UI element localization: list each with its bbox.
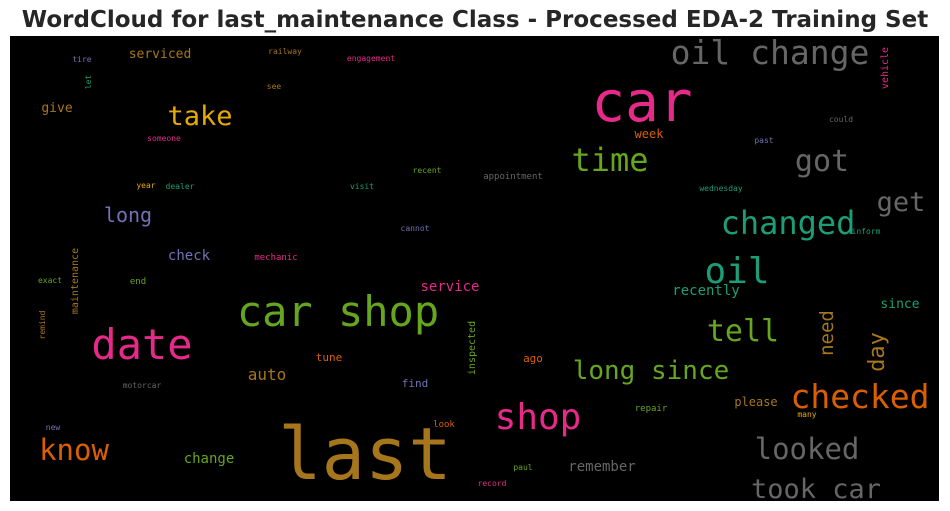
word-change: change (184, 451, 235, 467)
wordcloud-background (10, 36, 939, 501)
word-find: find (402, 377, 429, 390)
word-serviced: serviced (129, 47, 192, 62)
word-cannot: cannot (401, 224, 430, 233)
word-new: new (46, 423, 61, 432)
word-paul: paul (513, 463, 532, 472)
word-looked: looked (755, 432, 860, 466)
word-checked: checked (790, 377, 929, 416)
word-service: service (420, 279, 479, 295)
word-last: last (278, 412, 451, 496)
word-maintenance: maintenance (70, 248, 81, 314)
word-recently: recently (672, 283, 739, 299)
word-recent: recent (413, 166, 442, 175)
word-let: let (84, 75, 93, 90)
word-since: since (880, 297, 919, 312)
word-oil: oil (704, 251, 769, 292)
word-day: day (865, 332, 890, 372)
word-inspected: inspected (467, 321, 478, 375)
word-got: got (795, 144, 849, 179)
word-car: car (591, 70, 692, 135)
word-someone: someone (147, 134, 181, 143)
word-long: long (104, 203, 152, 227)
word-remind: remind (38, 310, 47, 339)
word-railway: railway (268, 47, 302, 56)
word-repair: repair (635, 404, 668, 414)
word-oil-change: oil change (671, 36, 870, 72)
word-shop: shop (495, 397, 582, 438)
word-long-since: long since (573, 356, 730, 386)
word-take: take (167, 101, 232, 132)
word-inform: inform (852, 227, 881, 236)
wordcloud-words: last car car shop date shop oil oil change chec… (38, 36, 930, 501)
word-week: week (635, 127, 665, 141)
word-date: date (91, 320, 192, 369)
word-need: need (816, 310, 838, 356)
word-auto: auto (248, 365, 287, 384)
word-remember: remember (568, 459, 635, 475)
word-check: check (168, 248, 211, 264)
word-appointment: appointment (483, 172, 543, 182)
word-see: see (267, 82, 282, 91)
chart-title: WordCloud for last_maintenance Class - P… (21, 7, 929, 33)
word-visit: visit (350, 182, 374, 191)
word-many: many (797, 410, 816, 419)
word-car-shop: car shop (237, 287, 439, 336)
word-end: end (130, 277, 146, 287)
word-could: could (829, 115, 853, 124)
word-get: get (877, 187, 926, 218)
word-changed: changed (721, 204, 856, 242)
word-took-car: took car (751, 474, 881, 501)
word-please: please (734, 395, 777, 409)
word-engagement: engagement (347, 54, 395, 63)
word-tune: tune (316, 351, 343, 364)
word-tire: tire (72, 55, 91, 64)
word-time: time (571, 141, 648, 179)
word-look: look (433, 420, 455, 430)
wordcloud-canvas: last car car shop date shop oil oil change chec… (10, 36, 939, 501)
word-know: know (39, 433, 109, 467)
word-mechanic: mechanic (254, 253, 297, 263)
word-give: give (41, 101, 72, 116)
word-ago: ago (523, 352, 543, 365)
word-exact: exact (38, 276, 62, 285)
word-past: past (754, 136, 773, 145)
word-tell: tell (707, 314, 779, 349)
word-record: record (478, 479, 507, 488)
word-motorcar: motorcar (123, 381, 162, 390)
word-wednesday: wednesday (699, 184, 743, 193)
word-dealer: dealer (166, 182, 195, 191)
word-year: year (136, 181, 155, 190)
word-vehicle: vehicle (880, 47, 891, 89)
